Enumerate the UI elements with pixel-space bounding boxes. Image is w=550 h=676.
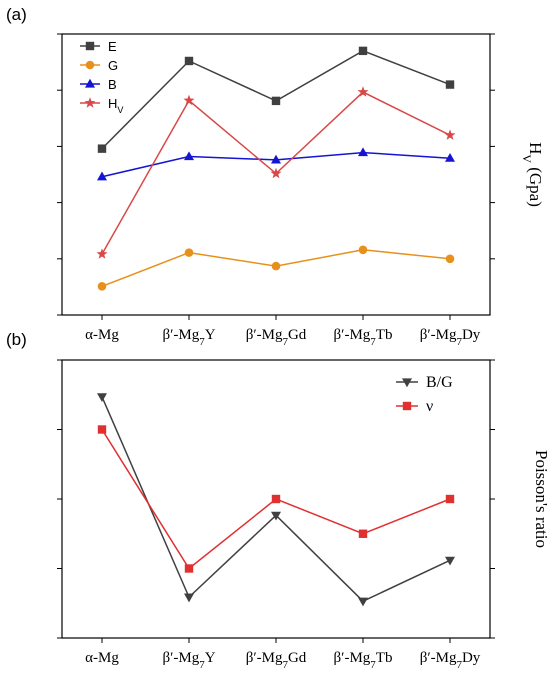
chart-panel-b: α-Mg β′-Mg7Y β′-Mg7Gd β′-Mg7Tb β′-Mg7Dy Poiss… (57, 359, 550, 671)
data-point-B/G (271, 511, 281, 521)
data-point-G (184, 248, 194, 257)
x-tick-label: α-Mg (85, 327, 119, 343)
x-tick-label: β′-Mg7Tb (334, 327, 393, 348)
data-point-B/G (358, 597, 368, 607)
data-point-B (97, 171, 107, 181)
data-point-B/G (445, 556, 455, 566)
legend-label: E (108, 39, 117, 54)
data-point-HV (357, 86, 369, 97)
data-point-G (271, 261, 281, 271)
data-point-G (445, 254, 455, 264)
data-point-ν (184, 564, 194, 573)
legend-marker (402, 401, 412, 411)
x-tick-label: β′-Mg7Dy (420, 327, 481, 348)
data-point-B (445, 153, 455, 162)
data-point-E (358, 46, 368, 56)
data-point-ν (358, 529, 368, 538)
x-tick-label: β′-Mg7Tb (334, 650, 393, 671)
legend-marker (85, 41, 95, 51)
chart-panel-a: α-Mg β′-Mg7Y β′-Mg7Gd β′-Mg7Tb β′-Mg7Dy HV (G… (57, 33, 545, 348)
data-point-B (271, 154, 281, 164)
legend-label: ν (426, 398, 433, 415)
data-point-E (184, 56, 194, 66)
data-point-E (445, 80, 455, 89)
x-tick-label: β′-Mg7Y (162, 650, 215, 671)
legend-marker (85, 78, 95, 88)
x-tick-label: α-Mg (85, 650, 119, 666)
legend-marker (84, 97, 96, 108)
panel-label-b: (b) (6, 330, 27, 349)
data-point-HV (96, 248, 108, 259)
x-tick-label: β′-Mg7Y (162, 327, 215, 348)
x-tick-label: β′-Mg7Dy (420, 650, 481, 671)
data-point-B/G (184, 593, 194, 603)
data-point-ν (445, 494, 455, 504)
data-point-G (358, 245, 368, 255)
data-point-ν (97, 425, 107, 434)
legend-label: B (108, 77, 117, 92)
data-point-B (358, 147, 368, 157)
y2-axis-title: HV (Gpa) (520, 142, 545, 207)
data-point-B/G (97, 393, 107, 402)
legend-label: B/G (426, 374, 453, 391)
data-point-G (97, 282, 107, 291)
y2-axis-title: Poisson's ratio (532, 450, 550, 548)
data-point-B (184, 151, 194, 161)
legend-label: HV (108, 96, 124, 115)
x-tick-label: β′-Mg7Gd (246, 650, 307, 671)
legend-marker (85, 60, 95, 70)
data-point-ν (271, 494, 281, 504)
x-tick-label: β′-Mg7Gd (246, 327, 307, 348)
legend-label: G (108, 58, 118, 73)
data-point-HV (444, 129, 456, 140)
panel-label-a: (a) (6, 5, 27, 24)
data-point-HV (270, 167, 282, 179)
legend-marker (402, 378, 412, 388)
data-point-E (97, 144, 107, 153)
data-point-E (271, 96, 281, 106)
data-point-HV (183, 94, 195, 106)
